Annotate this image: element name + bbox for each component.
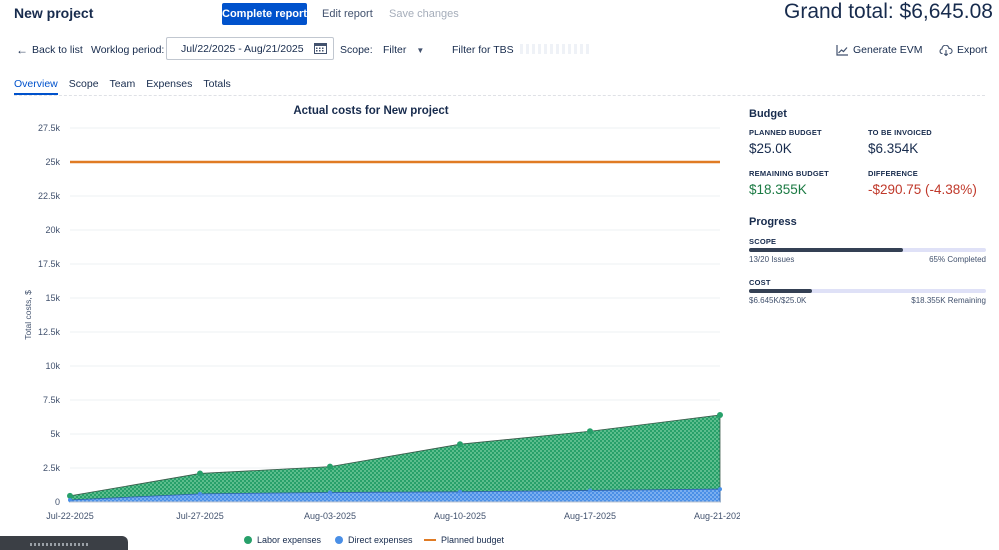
costs-chart: Actual costs for New project 0 2.5k 5k 7.5k 1… [23, 105, 740, 521]
legend-direct-swatch [335, 536, 343, 544]
chart-title: Actual costs for New project [293, 105, 448, 117]
legend-direct-label: Direct expenses [348, 535, 413, 545]
cost-progress-label: COST [749, 278, 771, 287]
direct-point [588, 488, 592, 493]
y-tick-label: 7.5k [43, 395, 61, 405]
legend-planned[interactable]: Planned budget [424, 535, 504, 545]
labor-point [197, 470, 203, 477]
legend-labor-swatch [244, 536, 252, 544]
generate-evm-label: Generate EVM [853, 44, 923, 56]
difference-label: DIFFERENCE [868, 169, 918, 178]
worklog-period-label: Worklog period: [91, 44, 165, 56]
cost-progress-fill [749, 289, 812, 293]
cost-used-text: $6.645K/$25.0K [749, 296, 807, 305]
scope-filter-value: Filter [383, 44, 407, 56]
scope-progress-bar [749, 248, 986, 252]
save-changes-button[interactable]: Save changes [389, 8, 459, 20]
cloud-download-icon [939, 44, 953, 56]
scope-filter-select[interactable]: Filter ▼ [383, 40, 424, 60]
y-tick-label: 15k [45, 293, 60, 303]
cost-remaining-text: $18.355K Remaining [911, 296, 986, 305]
legend-labor[interactable]: Labor expenses [244, 535, 321, 545]
planned-budget-value: $25.0K [749, 141, 792, 156]
date-range-picker[interactable]: Jul/22/2025 - Aug/21/2025 [166, 37, 334, 60]
y-tick-label: 25k [45, 157, 60, 167]
x-tick-label: Aug-21-2025 [694, 511, 740, 521]
tab-team[interactable]: Team [109, 78, 136, 90]
bottom-toast-text [30, 543, 90, 546]
x-tick-label: Aug-03-2025 [304, 511, 356, 521]
chart-icon [836, 44, 848, 56]
export-label: Export [957, 44, 988, 56]
direct-point [68, 497, 72, 502]
labor-point [587, 428, 593, 435]
calendar-icon[interactable] [314, 42, 327, 54]
date-range-value: Jul/22/2025 - Aug/21/2025 [181, 42, 304, 55]
tab-expenses[interactable]: Expenses [146, 78, 193, 90]
tab-bar: Overview Scope Team Expenses Totals [14, 78, 242, 95]
planned-budget-label: PLANNED BUDGET [749, 128, 822, 137]
tab-scope[interactable]: Scope [68, 78, 99, 90]
tab-overview[interactable]: Overview [14, 78, 58, 95]
legend-planned-swatch [424, 539, 436, 541]
y-tick-label: 0 [55, 497, 60, 507]
to-be-invoiced-value: $6.354K [868, 141, 919, 156]
remaining-budget-value: $18.355K [749, 182, 807, 197]
direct-point [718, 487, 722, 492]
direct-point [458, 489, 462, 494]
y-tick-label: 10k [45, 361, 60, 371]
scope-progress-label: SCOPE [749, 237, 777, 246]
tab-divider [14, 95, 985, 96]
x-tick-label: Aug-10-2025 [434, 511, 486, 521]
legend-labor-label: Labor expenses [257, 535, 322, 545]
generate-evm-button[interactable]: Generate EVM [836, 40, 922, 60]
y-axis-label: Total costs, $ [23, 290, 33, 340]
direct-point [198, 491, 202, 496]
direct-point [328, 490, 332, 495]
labor-point [327, 463, 333, 470]
labor-area [69, 414, 721, 503]
tbs-filter-select[interactable]: Filter for TBS [452, 40, 514, 60]
y-tick-label: 5k [50, 429, 60, 439]
arrow-left-icon: ← [16, 43, 28, 57]
cost-progress-bar [749, 289, 986, 293]
y-tick-label: 27.5k [38, 123, 61, 133]
complete-report-button[interactable]: Complete report [222, 3, 307, 25]
scope-progress-fill [749, 248, 904, 252]
legend-planned-label: Planned budget [441, 535, 505, 545]
labor-point [457, 441, 463, 448]
difference-value: -$290.75 (-4.38%) [868, 182, 977, 197]
tbs-filter-chevrons [520, 44, 590, 54]
scope-issues-text: 13/20 Issues [749, 255, 795, 264]
x-tick-label: Jul-27-2025 [176, 511, 224, 521]
y-tick-label: 17.5k [38, 259, 61, 269]
legend-direct[interactable]: Direct expenses [335, 535, 413, 545]
labor-point [67, 492, 73, 499]
tbs-filter-value: Filter for TBS [452, 44, 514, 56]
x-tick-label: Aug-17-2025 [564, 511, 616, 521]
x-tick-label: Jul-22-2025 [46, 511, 94, 521]
grand-total: Grand total: $6,645.08 [784, 0, 993, 23]
y-tick-label: 2.5k [43, 463, 61, 473]
page-title: New project [14, 5, 94, 21]
scope-completed-text: 65% Completed [929, 255, 986, 264]
remaining-budget-label: REMAINING BUDGET [749, 169, 829, 178]
scope-label: Scope: [340, 44, 373, 56]
export-button[interactable]: Export [939, 40, 987, 60]
back-to-list-link[interactable]: ← Back to list [16, 40, 83, 60]
edit-report-button[interactable]: Edit report [322, 8, 373, 20]
budget-heading: Budget [749, 108, 787, 120]
progress-heading: Progress [749, 216, 797, 228]
chevron-down-icon: ▼ [416, 45, 425, 55]
tab-totals[interactable]: Totals [203, 78, 231, 90]
y-tick-label: 22.5k [38, 191, 61, 201]
y-tick-label: 20k [45, 225, 60, 235]
labor-point [717, 411, 723, 418]
y-tick-label: 12.5k [38, 327, 61, 337]
back-label: Back to list [32, 44, 83, 56]
to-be-invoiced-label: TO BE INVOICED [868, 128, 932, 137]
